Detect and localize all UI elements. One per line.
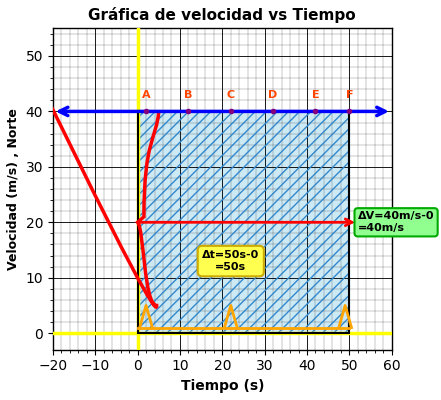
Text: C: C — [227, 90, 235, 100]
Title: Gráfica de velocidad vs Tiempo: Gráfica de velocidad vs Tiempo — [89, 7, 356, 23]
Text: B: B — [184, 90, 193, 100]
Text: Δt=50s-0
=50s: Δt=50s-0 =50s — [202, 250, 259, 272]
Text: D: D — [269, 90, 278, 100]
X-axis label: Tiempo (s): Tiempo (s) — [180, 379, 264, 393]
Bar — [138, 112, 349, 333]
Text: ΔV=40m/s-0
=40m/s: ΔV=40m/s-0 =40m/s — [358, 212, 434, 233]
Text: A: A — [142, 90, 150, 100]
Text: F: F — [346, 90, 353, 100]
Y-axis label: Velocidad (m/s) , Norte: Velocidad (m/s) , Norte — [7, 108, 20, 270]
Text: E: E — [312, 90, 319, 100]
